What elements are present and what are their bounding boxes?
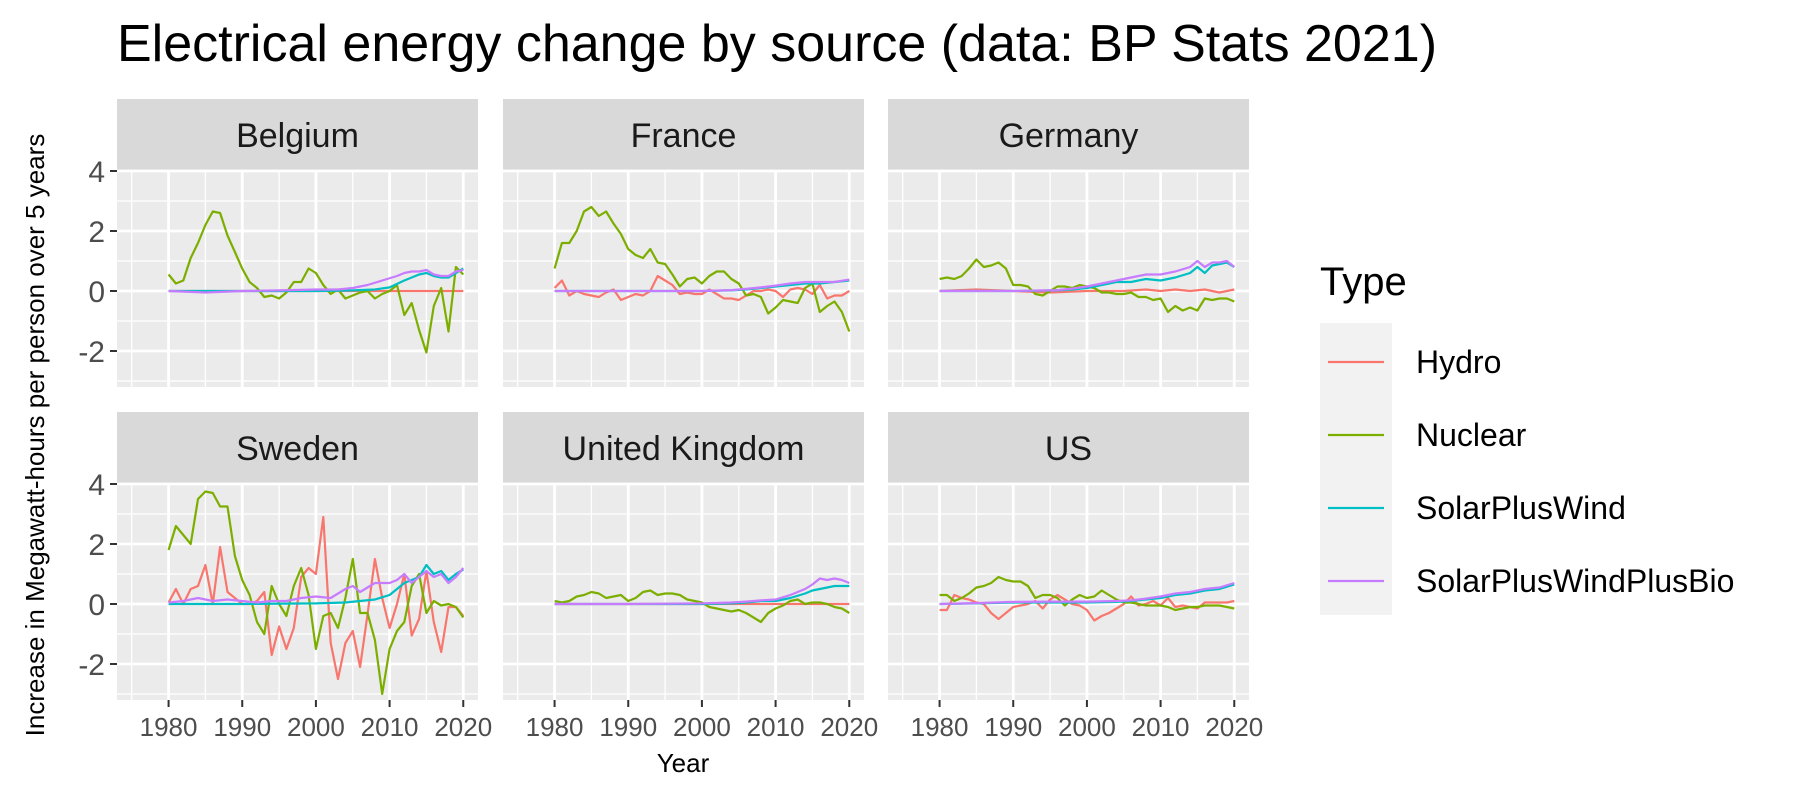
legend-label-solarpluswindplusbio: SolarPlusWindPlusBio: [1416, 563, 1734, 599]
series-line-belgium-solarpluswind: [168, 267, 464, 293]
y-tick-label: -2: [78, 649, 105, 682]
y-tick-label: 0: [88, 589, 105, 622]
facet-label-us: US: [1045, 430, 1092, 468]
y-tick-label: 0: [88, 276, 105, 309]
legend-label-solarpluswind: SolarPlusWind: [1416, 490, 1626, 526]
series-line-united-kingdom-solarpluswindplusbio: [554, 577, 850, 606]
x-tick-label: 2010: [747, 712, 805, 742]
legend-title: Type: [1320, 260, 1407, 304]
facet-strip-us: [888, 412, 1249, 484]
x-tick-label: 2000: [287, 712, 345, 742]
series-line-belgium-nuclear: [167, 210, 465, 354]
y-tick-label: 2: [88, 529, 105, 562]
x-tick-label: 2010: [361, 712, 419, 742]
series-line-us-nuclear: [939, 575, 1235, 612]
legend-label-hydro: Hydro: [1416, 344, 1501, 380]
series-line-sweden-solarpluswindplusbio: [168, 567, 465, 604]
panel-background-france: [503, 171, 864, 387]
series-line-france-hydro: [553, 274, 850, 302]
series-line-us-solarpluswindplusbio: [939, 581, 1235, 606]
x-tick-label: 2020: [434, 712, 492, 742]
x-tick-label: 2020: [820, 712, 878, 742]
series-line-belgium-solarpluswindplusbio: [168, 268, 464, 294]
facet-strip-germany: [888, 99, 1249, 171]
facet-label-sweden: Sweden: [236, 430, 359, 468]
x-tick-label: 1980: [526, 712, 584, 742]
facet-label-germany: Germany: [999, 117, 1139, 155]
series-line-france-solarpluswindplusbio: [554, 278, 850, 293]
legend-label-nuclear: Nuclear: [1416, 417, 1527, 453]
y-tick-label: 4: [88, 469, 105, 502]
facet-strip-united-kingdom: [503, 412, 864, 484]
x-tick-label: 2000: [673, 712, 731, 742]
y-axis-title: Increase in Megawatt-hours per person ov…: [20, 134, 50, 737]
series-line-us-hydro: [939, 593, 1235, 622]
y-tick-label: -2: [78, 336, 105, 369]
facet-label-united-kingdom: United Kingdom: [563, 430, 805, 468]
x-tick-label: 1990: [984, 712, 1042, 742]
series-line-germany-solarpluswindplusbio: [939, 259, 1235, 293]
x-axis-title: Year: [657, 748, 710, 778]
x-tick-label: 1990: [213, 712, 271, 742]
facet-label-france: France: [631, 117, 737, 155]
x-tick-label: 1980: [140, 712, 198, 742]
legend-key-background: [1320, 323, 1392, 615]
x-tick-label: 2000: [1058, 712, 1116, 742]
chart-title: Electrical energy change by source (data…: [117, 15, 1438, 73]
y-tick-label: 2: [88, 216, 105, 249]
series-line-sweden-solarpluswind: [168, 563, 464, 606]
x-tick-label: 2010: [1132, 712, 1190, 742]
x-tick-label: 1990: [599, 712, 657, 742]
series-line-france-nuclear: [553, 205, 851, 332]
facet-strip-sweden: [117, 412, 478, 484]
facet-strip-belgium: [117, 99, 478, 171]
facet-label-belgium: Belgium: [236, 117, 359, 155]
x-tick-label: 1980: [911, 712, 969, 742]
y-tick-label: 4: [88, 156, 105, 189]
series-line-sweden-hydro: [167, 515, 465, 681]
facet-strip-france: [503, 99, 864, 171]
x-tick-label: 2020: [1205, 712, 1263, 742]
